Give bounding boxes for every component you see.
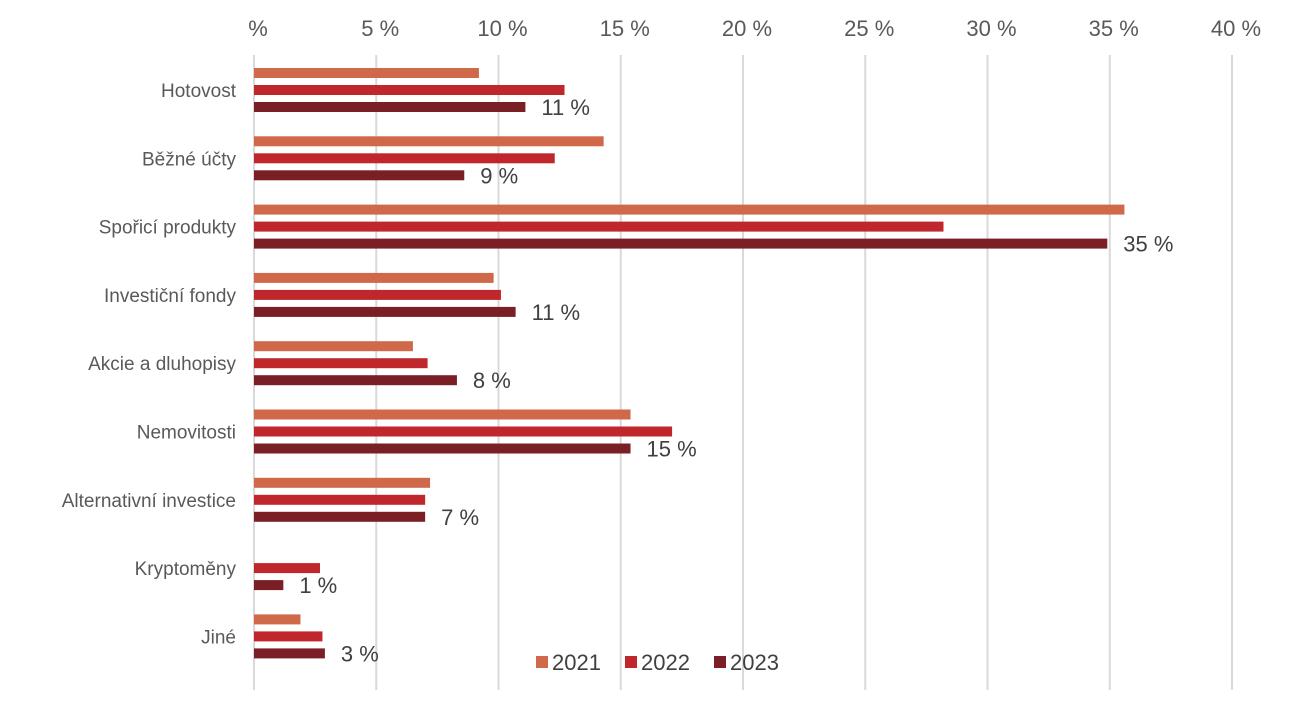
bar-2021 — [254, 409, 631, 420]
data-label: 1 % — [299, 573, 337, 598]
x-tick-label: 30 % — [966, 16, 1016, 41]
bar-2021 — [254, 477, 431, 488]
bar-2021 — [254, 341, 413, 352]
legend-swatch-2021 — [536, 656, 548, 668]
category-label: Hotovost — [161, 81, 237, 102]
bar-2023 — [254, 375, 457, 386]
bar-2022 — [254, 153, 555, 164]
x-tick-label: 10 % — [477, 16, 527, 41]
category-label: Nemovitosti — [137, 423, 236, 444]
data-label: 11 % — [532, 300, 581, 325]
x-axis-ticks: % 5 % 10 % 15 % 20 % 25 % 30 % 35 % 40 % — [248, 16, 1261, 41]
bar-2022 — [254, 494, 426, 505]
bar-2023 — [254, 511, 426, 522]
bar-2023 — [254, 306, 516, 317]
category-label: Akcie a dluhopisy — [88, 354, 236, 375]
data-label: 8 % — [473, 368, 511, 393]
legend-swatch-2022 — [625, 656, 637, 668]
bar-2023 — [254, 648, 325, 659]
legend-swatch-2023 — [714, 656, 726, 668]
data-label: 7 % — [441, 505, 479, 530]
bar-2021 — [254, 614, 301, 625]
category-labels: Hotovost Běžné účty Spořicí produkty Invest… — [62, 81, 237, 648]
bar-2022 — [254, 289, 501, 300]
category-label: Investiční fondy — [104, 286, 237, 307]
bar-2023 — [254, 238, 1108, 249]
category-label: Běžné účty — [142, 149, 236, 170]
bar-2022 — [254, 426, 673, 437]
bars — [254, 68, 1125, 659]
data-label: 3 % — [341, 641, 379, 666]
bar-2022 — [254, 221, 944, 232]
bar-2022 — [254, 358, 428, 369]
category-label: Alternativní investice — [62, 491, 236, 512]
data-label: 15 % — [647, 437, 697, 462]
x-tick-label: 40 % — [1211, 16, 1261, 41]
x-tick-label: 20 % — [722, 16, 772, 41]
bar-2021 — [254, 204, 1125, 215]
x-tick-label: 35 % — [1089, 16, 1139, 41]
category-label: Spořicí produkty — [99, 218, 237, 239]
legend-label-2021: 2021 — [552, 650, 601, 675]
category-label: Kryptoměny — [135, 559, 237, 580]
x-tick-label: 25 % — [844, 16, 894, 41]
bar-2021 — [254, 68, 479, 78]
bar-2022 — [254, 563, 321, 574]
bar-2022 — [254, 85, 565, 95]
x-tick-label: 5 % — [361, 16, 399, 41]
category-label: Jiné — [201, 627, 236, 648]
data-labels: 11 % 9 % 35 % 11 % 8 % 15 % 7 % 1 % 3 % — [299, 95, 1173, 666]
data-label: 9 % — [480, 163, 518, 188]
data-label: 35 % — [1123, 232, 1173, 257]
bar-2023 — [254, 102, 526, 112]
gridlines — [253, 55, 1233, 690]
bar-2021 — [254, 136, 604, 147]
data-label: 11 % — [541, 95, 590, 120]
bar-2022 — [254, 631, 323, 642]
bar-2021 — [254, 272, 494, 283]
legend: 2021 2022 2023 — [536, 650, 779, 675]
legend-label-2022: 2022 — [641, 650, 690, 675]
x-tick-label: 15 % — [600, 16, 650, 41]
x-tick-label: % — [248, 16, 268, 41]
legend-label-2023: 2023 — [730, 650, 779, 675]
bar-2023 — [254, 170, 465, 181]
bar-2023 — [254, 580, 284, 591]
bar-2023 — [254, 443, 631, 454]
